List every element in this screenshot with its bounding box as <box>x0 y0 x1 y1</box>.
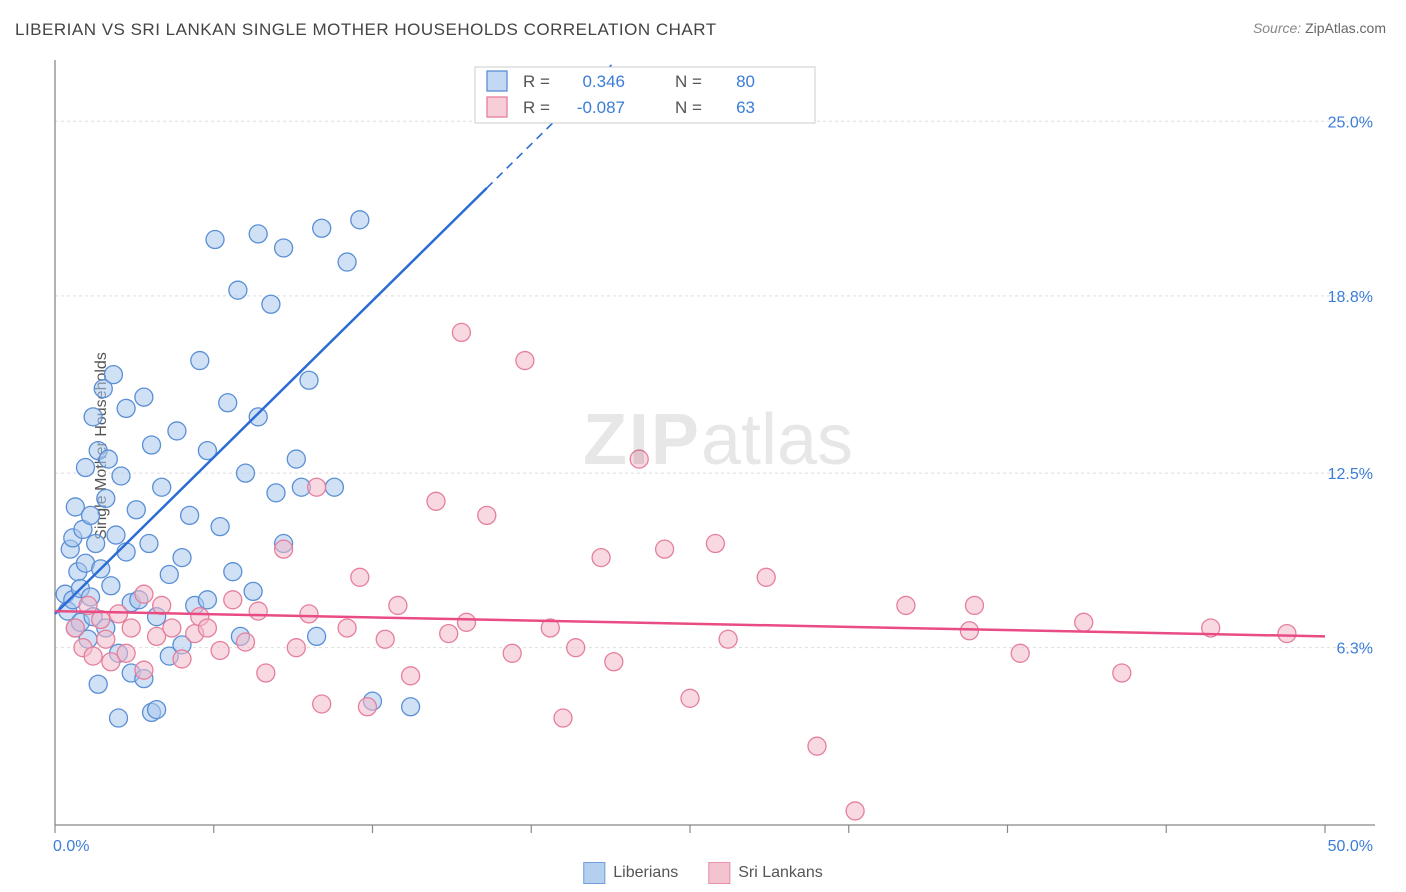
svg-text:0.346: 0.346 <box>582 72 625 91</box>
svg-text:N =: N = <box>675 98 702 117</box>
svg-text:25.0%: 25.0% <box>1328 114 1373 131</box>
svg-text:R =: R = <box>523 98 550 117</box>
svg-text:63: 63 <box>736 98 755 117</box>
legend-item-srilankans: Sri Lankans <box>708 862 823 884</box>
svg-text:-0.087: -0.087 <box>577 98 625 117</box>
legend-label-srilankans: Sri Lankans <box>738 864 823 881</box>
svg-text:0.0%: 0.0% <box>53 838 89 855</box>
source-attribution: Source: ZipAtlas.com <box>1253 20 1386 36</box>
source-name: ZipAtlas.com <box>1305 20 1386 36</box>
chart-title: LIBERIAN VS SRI LANKAN SINGLE MOTHER HOU… <box>15 20 717 40</box>
legend-swatch-srilankans <box>708 862 730 884</box>
legend-item-liberians: Liberians <box>583 862 678 884</box>
svg-text:18.8%: 18.8% <box>1328 289 1373 306</box>
source-label: Source: <box>1253 20 1301 36</box>
svg-text:N =: N = <box>675 72 702 91</box>
legend-label-liberians: Liberians <box>613 864 678 881</box>
svg-text:6.3%: 6.3% <box>1337 641 1373 658</box>
chart-area: 6.3% 12.5% 18.8% 25.0% 0.0% 50.0% R = 0.346 N = 8… <box>45 55 1391 857</box>
svg-text:R =: R = <box>523 72 550 91</box>
scatter-chart: 6.3% 12.5% 18.8% 25.0% 0.0% 50.0% R = 0.346 N = 8… <box>45 55 1391 857</box>
svg-text:50.0%: 50.0% <box>1328 838 1373 855</box>
bottom-legend: Liberians Sri Lankans <box>583 862 822 884</box>
svg-text:12.5%: 12.5% <box>1328 466 1373 483</box>
legend-swatch-liberians <box>583 862 605 884</box>
svg-text:80: 80 <box>736 72 755 91</box>
